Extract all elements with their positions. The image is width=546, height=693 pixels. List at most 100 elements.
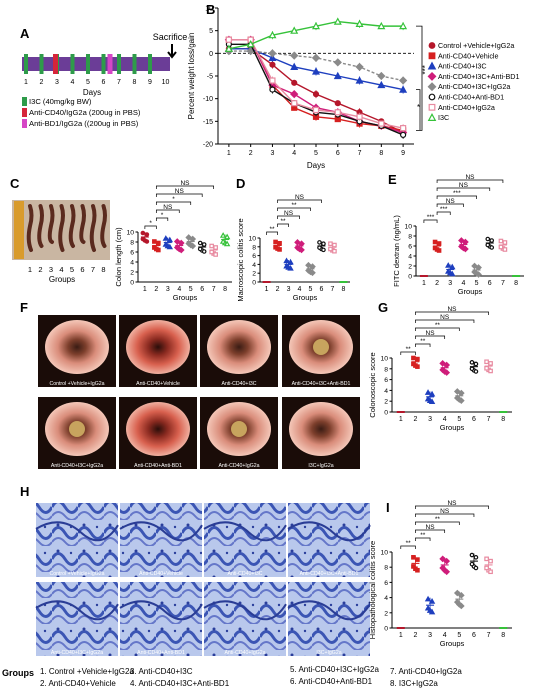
x-tick-label: 8	[341, 286, 345, 293]
data-point	[223, 240, 231, 247]
fecal-pellet	[231, 421, 247, 437]
panel-h-letter: H	[20, 484, 29, 499]
y-tick-label: 8	[252, 244, 256, 251]
significance-label: ***	[453, 190, 461, 197]
y-tick-label: 2	[252, 271, 256, 278]
data-point	[156, 240, 161, 246]
x-axis-label: Groups	[458, 287, 483, 296]
significance-bracket	[144, 225, 157, 229]
legend-marker	[428, 103, 436, 111]
data-point	[469, 561, 475, 567]
x-tick-label: 9	[401, 150, 405, 157]
data-point	[162, 235, 170, 241]
x-tick-label: 7	[487, 416, 491, 423]
significance-label: **	[435, 516, 441, 523]
tissue-fold	[203, 521, 287, 542]
x-tick-label: 4	[443, 416, 447, 423]
y-tick-label: -15	[203, 119, 213, 126]
data-point	[473, 565, 479, 571]
significance-label: *	[417, 103, 420, 112]
panel-a-letter: A	[20, 26, 30, 41]
x-tick-label: 8	[501, 416, 505, 423]
data-point	[333, 17, 342, 25]
legend-swatch	[22, 108, 27, 117]
data-point	[355, 62, 364, 72]
x-tick-label: 4	[292, 150, 296, 157]
data-point	[312, 106, 320, 114]
data-point	[424, 389, 432, 395]
data-point	[424, 604, 432, 611]
day-tick-label: 4	[71, 79, 75, 86]
day-tick-label: 1	[24, 79, 28, 86]
x-tick-label: 6	[472, 632, 476, 639]
significance-label: **	[406, 346, 412, 353]
histology-image	[36, 503, 118, 577]
data-point	[201, 242, 207, 247]
data-point	[439, 564, 447, 572]
data-point	[488, 569, 493, 575]
day-tick-label: 3	[55, 79, 59, 86]
x-axis-label: Days	[307, 161, 325, 170]
data-point	[305, 267, 312, 274]
days-axis-label: Days	[83, 88, 101, 97]
colon-specimen	[79, 204, 86, 244]
x-tick-label: 4	[298, 286, 302, 293]
i3c-dose-mark	[70, 54, 75, 74]
colon-specimen	[26, 204, 34, 252]
x-tick-label: 1	[265, 286, 269, 293]
data-point	[443, 568, 451, 576]
y-tick-label: -5	[207, 74, 213, 81]
significance-bracket	[415, 319, 475, 323]
colon-photo-label: 8	[101, 265, 105, 274]
data-point	[457, 389, 465, 397]
data-point	[489, 238, 495, 243]
y-tick-label: 5	[209, 28, 213, 35]
groups-legend-item: 3. Anti-CD40+I3C	[130, 667, 193, 676]
data-point	[246, 40, 255, 48]
y-tick-label: 4	[384, 595, 388, 602]
significance-label: NS	[465, 174, 475, 181]
data-point	[273, 244, 278, 250]
y-tick-label: 0	[408, 274, 412, 281]
legend-text: Anti-CD40+I3C+Anti-BD1	[438, 72, 520, 81]
sacrifice-arrow-icon	[167, 44, 177, 59]
y-tick-label: 0	[384, 626, 388, 633]
data-point	[333, 71, 342, 80]
histology-caption: Anti-CD40+IgG2a	[224, 650, 265, 656]
significance-bracket	[436, 195, 477, 199]
data-point	[201, 249, 207, 254]
significance-bracket	[415, 521, 460, 525]
y-tick-label: -10	[203, 96, 213, 103]
tissue-fold	[287, 521, 371, 542]
significance-label: **	[270, 226, 276, 233]
x-tick-label: 1	[143, 286, 147, 293]
colon-specimen	[89, 204, 97, 252]
colon-photo-label: 3	[49, 265, 53, 274]
colon-photo-label: 2	[38, 265, 42, 274]
data-point	[443, 369, 451, 376]
significance-label: NS	[180, 180, 190, 187]
y-tick-label: 2	[408, 264, 412, 271]
legend-text: Anti-CD40+Vehicle	[438, 51, 499, 60]
histology-caption: Anti-CD40+I3C+Anti-BD1	[300, 571, 359, 577]
x-tick-label: 1	[399, 632, 403, 639]
y-axis-label: Colonoscopic score	[368, 352, 377, 417]
x-tick-label: 2	[249, 150, 253, 157]
data-point	[471, 268, 478, 276]
x-tick-label: 5	[457, 632, 461, 639]
data-point	[443, 361, 451, 369]
endoscopy-caption: Anti-CD40+Anti-BD1	[134, 463, 182, 469]
data-point	[283, 262, 290, 269]
data-point	[475, 271, 482, 278]
data-point	[311, 67, 321, 75]
significance-label: **	[435, 322, 441, 329]
panel-i-letter: I	[386, 500, 390, 515]
data-point	[162, 241, 170, 247]
significance-bracket	[415, 529, 446, 533]
x-tick-label: 6	[200, 286, 204, 293]
x-tick-label: 7	[212, 286, 216, 293]
significance-bracket	[423, 219, 438, 223]
groups-legend: Groups 1. Control +Vehicle+IgG2a 2. Anti-…	[2, 665, 462, 688]
data-point	[213, 245, 218, 250]
histology-image	[204, 503, 286, 577]
